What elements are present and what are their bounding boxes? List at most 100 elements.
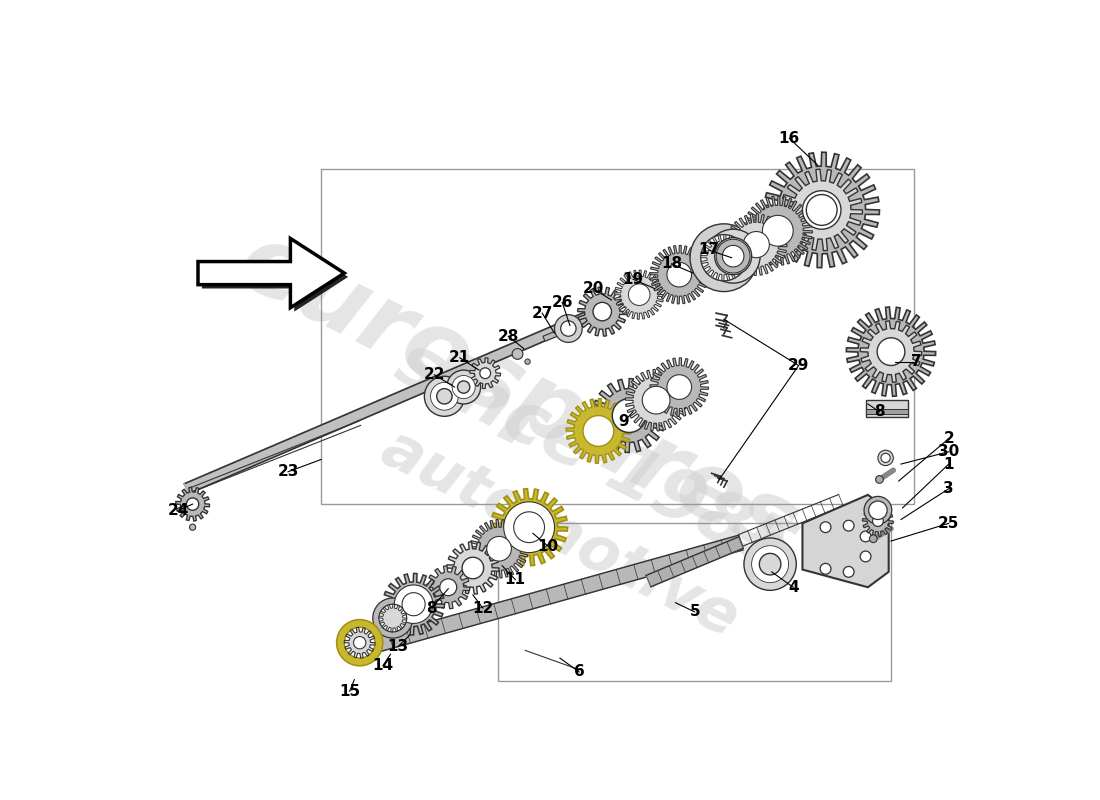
- Text: 3: 3: [944, 481, 954, 496]
- Text: 11: 11: [505, 572, 526, 587]
- Bar: [866, 400, 908, 417]
- Circle shape: [701, 234, 747, 281]
- Circle shape: [561, 321, 576, 336]
- Text: 8: 8: [426, 601, 437, 615]
- Circle shape: [803, 190, 842, 230]
- Circle shape: [452, 375, 475, 398]
- Circle shape: [613, 398, 646, 433]
- Bar: [866, 410, 908, 414]
- Text: 16: 16: [779, 131, 800, 146]
- Circle shape: [844, 520, 854, 531]
- Polygon shape: [701, 234, 747, 281]
- Circle shape: [344, 627, 375, 658]
- Circle shape: [554, 314, 582, 342]
- Circle shape: [806, 194, 837, 226]
- Circle shape: [447, 370, 481, 404]
- Polygon shape: [344, 627, 375, 658]
- Text: 19: 19: [623, 272, 643, 286]
- Circle shape: [759, 554, 781, 575]
- Text: automotive: automotive: [372, 419, 748, 650]
- Circle shape: [878, 450, 893, 466]
- Polygon shape: [470, 519, 528, 578]
- Circle shape: [514, 512, 544, 542]
- Circle shape: [462, 558, 484, 578]
- Polygon shape: [615, 270, 664, 319]
- Circle shape: [458, 381, 470, 394]
- Polygon shape: [566, 398, 630, 463]
- Circle shape: [860, 551, 871, 562]
- Polygon shape: [383, 574, 444, 635]
- Circle shape: [716, 239, 750, 273]
- Circle shape: [583, 415, 614, 446]
- Circle shape: [865, 496, 892, 524]
- Circle shape: [706, 230, 760, 283]
- Text: 30: 30: [938, 444, 959, 459]
- Text: 29: 29: [788, 358, 810, 373]
- Polygon shape: [198, 238, 344, 308]
- Polygon shape: [763, 152, 880, 268]
- Text: 25: 25: [938, 516, 959, 531]
- Polygon shape: [726, 214, 788, 275]
- Polygon shape: [176, 487, 209, 521]
- Bar: [543, 328, 565, 342]
- Circle shape: [486, 537, 512, 561]
- Text: 4: 4: [788, 580, 799, 594]
- Circle shape: [869, 535, 877, 542]
- Polygon shape: [470, 358, 500, 389]
- Polygon shape: [592, 378, 667, 453]
- Circle shape: [395, 585, 433, 623]
- Polygon shape: [202, 242, 348, 312]
- Circle shape: [821, 563, 830, 574]
- Text: 2: 2: [944, 431, 954, 446]
- Text: 13: 13: [387, 639, 409, 654]
- Text: 15: 15: [339, 684, 361, 698]
- Text: 27: 27: [531, 306, 553, 321]
- Polygon shape: [378, 604, 407, 632]
- Polygon shape: [625, 370, 686, 431]
- Text: 20: 20: [582, 281, 604, 296]
- Circle shape: [480, 368, 491, 378]
- Polygon shape: [860, 321, 922, 382]
- Circle shape: [628, 284, 650, 306]
- Polygon shape: [427, 566, 470, 609]
- Circle shape: [751, 546, 789, 582]
- Polygon shape: [185, 484, 188, 494]
- Circle shape: [337, 620, 383, 666]
- Polygon shape: [846, 307, 936, 396]
- Polygon shape: [578, 287, 627, 336]
- Polygon shape: [781, 169, 862, 250]
- Circle shape: [667, 374, 692, 399]
- Text: 24: 24: [168, 502, 189, 518]
- Circle shape: [378, 604, 407, 632]
- Circle shape: [881, 454, 890, 462]
- Circle shape: [189, 524, 196, 530]
- Polygon shape: [447, 542, 499, 594]
- Text: 8: 8: [874, 404, 884, 419]
- Circle shape: [430, 382, 459, 410]
- Circle shape: [876, 476, 883, 483]
- Text: 28: 28: [497, 329, 519, 344]
- Circle shape: [744, 231, 769, 258]
- Text: 26: 26: [551, 295, 573, 310]
- Text: 7: 7: [911, 354, 922, 369]
- Text: 9: 9: [618, 414, 629, 430]
- Circle shape: [715, 238, 751, 274]
- Polygon shape: [803, 495, 889, 587]
- Circle shape: [877, 338, 905, 366]
- Circle shape: [593, 302, 612, 321]
- Text: 22: 22: [424, 367, 446, 382]
- Text: 1: 1: [944, 457, 954, 471]
- Circle shape: [723, 246, 744, 267]
- Circle shape: [373, 598, 412, 638]
- Text: 21: 21: [449, 350, 471, 366]
- Text: 6: 6: [574, 665, 584, 679]
- Circle shape: [440, 578, 456, 596]
- Circle shape: [187, 498, 199, 510]
- Circle shape: [403, 593, 426, 616]
- Circle shape: [869, 501, 888, 519]
- Circle shape: [844, 566, 854, 578]
- Circle shape: [525, 359, 530, 364]
- Circle shape: [425, 376, 464, 416]
- Text: 14: 14: [372, 658, 394, 674]
- Polygon shape: [744, 196, 813, 266]
